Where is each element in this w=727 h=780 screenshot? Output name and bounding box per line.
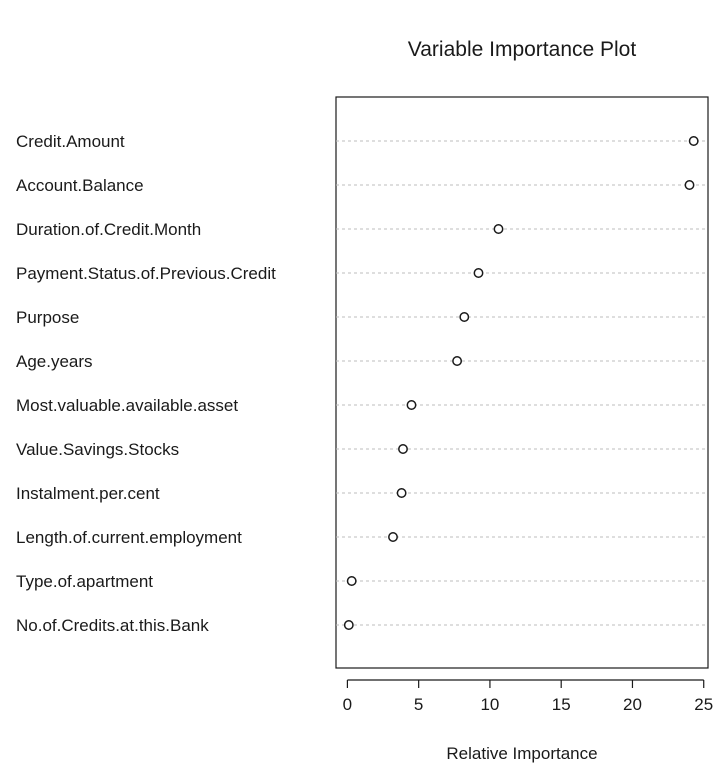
category-label: Value.Savings.Stocks xyxy=(16,440,179,459)
category-label: Instalment.per.cent xyxy=(16,484,160,503)
x-tick-label: 20 xyxy=(623,695,642,714)
x-axis: 0 5 10 15 20 25 xyxy=(343,679,713,714)
data-point xyxy=(452,356,463,366)
data-point xyxy=(398,444,408,454)
x-axis-label: Relative Importance xyxy=(446,744,597,763)
category-label: Payment.Status.of.Previous.Credit xyxy=(16,264,276,283)
data-point xyxy=(493,224,504,234)
data-point xyxy=(406,400,417,410)
data-point xyxy=(473,268,484,278)
category-label: Credit.Amount xyxy=(16,132,125,151)
x-tick-label: 5 xyxy=(414,695,423,714)
category-label: Age.years xyxy=(16,352,93,371)
data-point xyxy=(346,576,357,586)
category-label: Type.of.apartment xyxy=(16,572,153,591)
data-point xyxy=(396,488,407,498)
x-tick-label: 0 xyxy=(343,695,352,714)
data-point xyxy=(684,180,695,190)
category-label: No.of.Credits.at.this.Bank xyxy=(16,616,209,635)
category-labels: Credit.Amount Account.Balance Duration.of.… xyxy=(16,132,276,635)
category-label: Length.of.current.employment xyxy=(16,528,242,547)
data-points xyxy=(343,136,699,630)
guide-lines xyxy=(336,140,708,626)
category-label: Duration.of.Credit.Month xyxy=(16,220,201,239)
chart-title: Variable Importance Plot xyxy=(408,38,637,61)
category-label: Most.valuable.available.asset xyxy=(16,396,238,415)
category-label: Purpose xyxy=(16,308,79,327)
data-point xyxy=(459,312,470,322)
category-label: Account.Balance xyxy=(16,176,144,195)
x-tick-label: 25 xyxy=(694,695,713,714)
data-point xyxy=(343,620,354,630)
x-tick-label: 10 xyxy=(480,695,499,714)
x-tick-label: 15 xyxy=(552,695,571,714)
plot-frame xyxy=(335,96,709,669)
data-point xyxy=(688,136,699,146)
data-point xyxy=(388,532,398,542)
